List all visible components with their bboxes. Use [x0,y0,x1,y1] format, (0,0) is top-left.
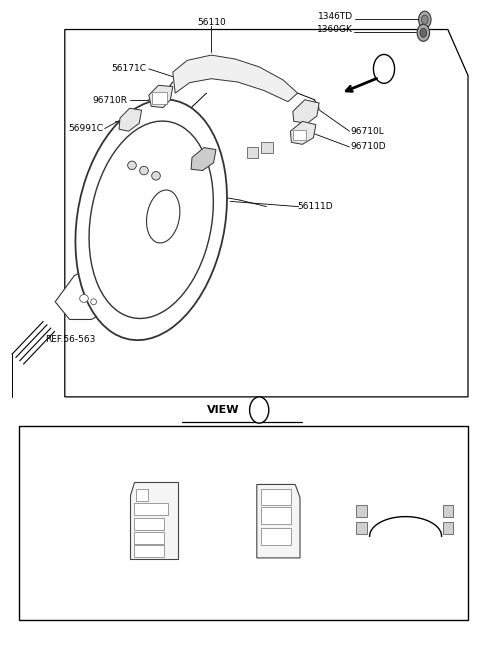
Ellipse shape [146,190,180,243]
Text: 56111D: 56111D [298,202,333,211]
Text: REF.56-563: REF.56-563 [46,335,96,344]
Ellipse shape [80,295,88,302]
FancyBboxPatch shape [261,489,291,505]
Text: 96710L: 96710L [350,127,384,136]
Text: 1360GK: 1360GK [317,25,353,34]
Text: VIEW: VIEW [207,405,240,415]
Text: 96700-2T000: 96700-2T000 [126,594,186,603]
Text: 56991C: 56991C [68,124,103,133]
FancyBboxPatch shape [134,546,164,558]
Text: 96710-2T000: 96710-2T000 [251,594,311,603]
Circle shape [373,54,395,83]
Polygon shape [130,482,178,559]
FancyBboxPatch shape [247,147,258,158]
Text: A: A [380,64,388,74]
FancyBboxPatch shape [152,92,167,104]
Text: 56171C: 56171C [111,64,146,73]
Ellipse shape [89,121,213,318]
FancyBboxPatch shape [134,504,168,516]
Ellipse shape [152,171,160,180]
Text: 96710D: 96710D [386,440,425,449]
Polygon shape [119,108,142,131]
Bar [19,426,468,620]
FancyBboxPatch shape [261,142,273,153]
Ellipse shape [128,161,136,169]
Text: 1346TD: 1346TD [318,12,353,21]
Circle shape [419,11,431,28]
FancyBboxPatch shape [261,529,291,546]
Text: 96710D: 96710D [350,142,386,152]
Circle shape [421,15,428,24]
FancyBboxPatch shape [261,508,291,525]
Polygon shape [257,484,300,558]
Text: 96710R: 96710R [262,440,300,449]
FancyBboxPatch shape [356,522,367,534]
Text: 56110: 56110 [197,18,226,28]
Ellipse shape [91,299,96,304]
Text: PNC: PNC [47,440,66,449]
Polygon shape [290,121,316,144]
Text: 96710L: 96710L [138,440,174,449]
Text: 96720-2T120: 96720-2T120 [376,594,436,603]
Text: 56182: 56182 [168,167,197,176]
FancyBboxPatch shape [136,489,148,501]
Text: A: A [255,405,263,415]
Text: 1249LD: 1249LD [105,249,140,258]
Polygon shape [293,100,319,123]
Circle shape [420,28,427,37]
Polygon shape [173,55,298,102]
FancyBboxPatch shape [443,505,453,517]
Circle shape [250,397,269,423]
FancyBboxPatch shape [293,130,306,140]
Text: ILLUST: ILLUST [40,515,72,525]
FancyBboxPatch shape [356,505,367,517]
Text: P/NO: P/NO [44,594,69,604]
Circle shape [417,24,430,41]
Text: 96710R: 96710R [92,96,127,105]
Polygon shape [191,148,216,171]
Ellipse shape [140,166,148,175]
FancyBboxPatch shape [134,518,164,530]
Polygon shape [149,85,173,108]
Ellipse shape [75,100,227,340]
FancyBboxPatch shape [443,522,453,534]
FancyBboxPatch shape [134,533,164,544]
Polygon shape [55,253,132,319]
